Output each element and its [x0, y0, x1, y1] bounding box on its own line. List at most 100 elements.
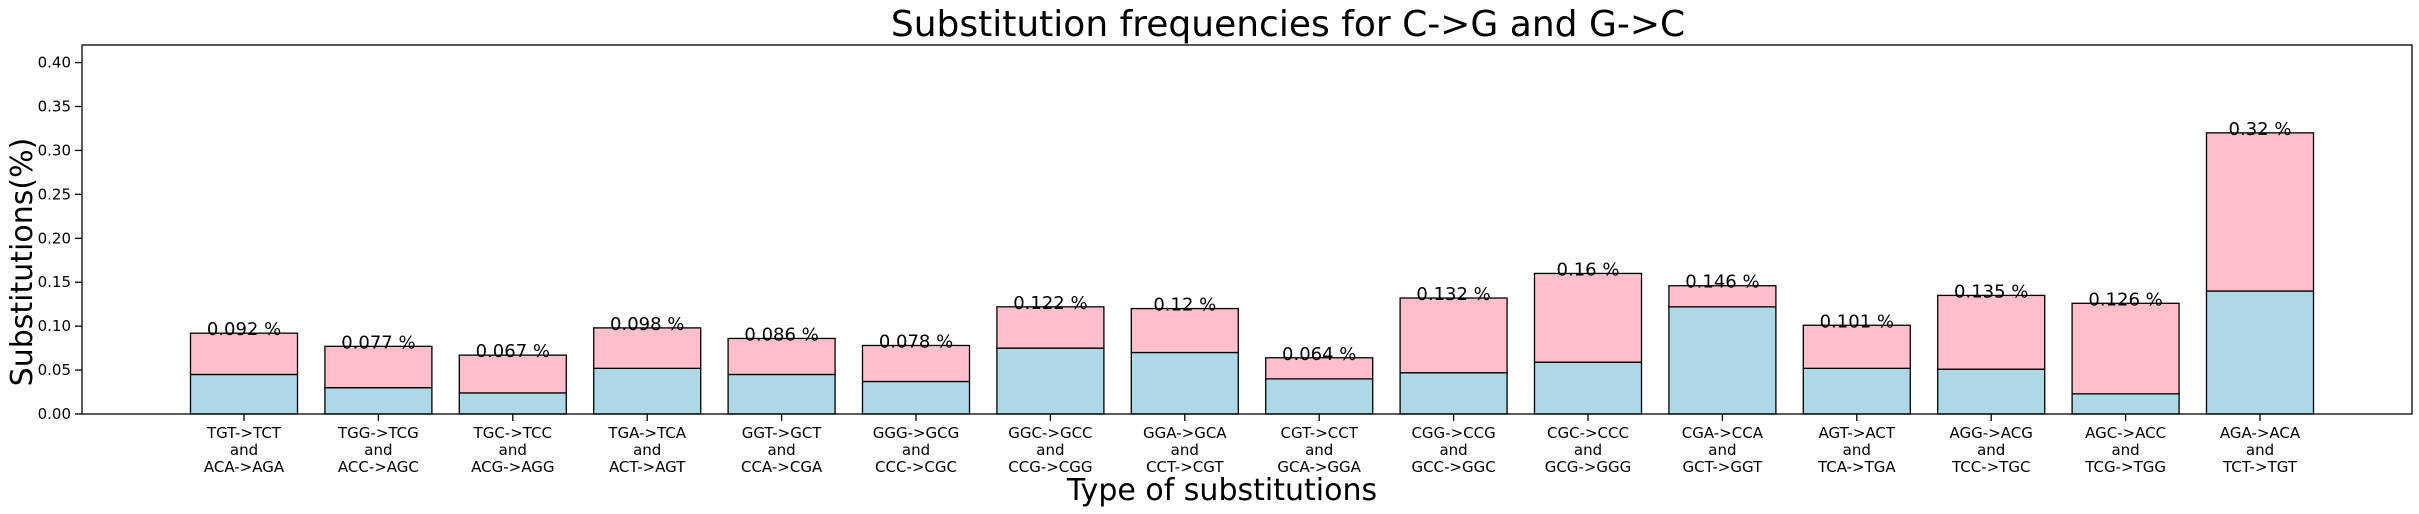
data-label: 0.146 %	[1685, 272, 1759, 293]
data-label: 0.077 %	[341, 332, 415, 353]
x-tick-label: CGA->CCA	[1682, 424, 1764, 442]
x-tick-label: AGC->ACC	[2085, 424, 2166, 442]
x-tick-label: GGT->GCT	[742, 424, 823, 442]
x-tick-label: GCA->GGA	[1277, 458, 1361, 476]
y-axis-title: Substitutions(%)	[5, 138, 40, 387]
y-tick-label: 0.30	[38, 141, 71, 159]
x-tick-label: CGC->CCC	[1547, 424, 1629, 442]
data-label: 0.078 %	[879, 331, 953, 352]
data-label: 0.135 %	[1954, 281, 2028, 302]
x-tick-label: AGA->ACA	[2220, 424, 2301, 442]
plot-frame	[81, 44, 2413, 415]
bar-segment-lower	[324, 386, 433, 415]
bar-segment-upper	[2205, 132, 2315, 292]
x-tick-label: GCT->GGT	[1683, 458, 1764, 476]
x-tick-label: and	[1977, 441, 2005, 459]
bar-segment-lower	[1668, 306, 1777, 415]
data-label: 0.122 %	[1013, 293, 1087, 314]
data-label: 0.132 %	[1416, 284, 1490, 305]
bar-segment-upper	[1533, 272, 1643, 363]
bar-segment-upper	[1937, 294, 2046, 370]
data-label: 0.12 %	[1153, 295, 1216, 316]
bar-segment-upper	[996, 306, 1105, 349]
x-tick-label: and	[1171, 441, 1199, 459]
x-tick-label: and	[2246, 441, 2274, 459]
x-tick-label: AGT->ACT	[1819, 424, 1896, 442]
bar-segment-upper	[324, 345, 433, 389]
x-tick-label: TCT->TGT	[2222, 458, 2298, 476]
bar-segment-lower	[2205, 290, 2315, 415]
x-tick-label: TCG->TGG	[2084, 458, 2166, 476]
x-tick-label: TGG->TCG	[337, 424, 419, 442]
x-tick-label: and	[1574, 441, 1602, 459]
x-tick-label: GGC->GCC	[1008, 424, 1092, 442]
y-tick-label: 0.00	[38, 405, 71, 423]
bar-segment-upper	[1802, 324, 1911, 369]
bar-segment-lower	[458, 392, 567, 415]
data-label: 0.101 %	[1820, 311, 1894, 332]
x-tick-label: and	[2111, 441, 2139, 459]
data-label: 0.067 %	[476, 341, 550, 362]
bar-segment-upper	[1130, 307, 1239, 354]
y-tick-label: 0.15	[38, 273, 71, 291]
x-tick-label: CGT->CCT	[1280, 424, 1358, 442]
x-tick-label: TGT->TCT	[206, 424, 282, 442]
x-tick-label: and	[1305, 441, 1333, 459]
data-label: 0.098 %	[610, 314, 684, 335]
x-tick-label: ACG->AGG	[471, 458, 554, 476]
x-tick-label: and	[364, 441, 392, 459]
x-axis-title: Type of substitutions	[1066, 473, 1377, 508]
x-tick-label: and	[1708, 441, 1736, 459]
x-tick-label: and	[1439, 441, 1467, 459]
x-tick-label: CCA->CGA	[741, 458, 823, 476]
bar-segment-lower	[1265, 378, 1374, 415]
data-label: 0.16 %	[1557, 259, 1620, 280]
x-tick-label: TCA->TGA	[1817, 458, 1896, 476]
x-tick-label: and	[1036, 441, 1064, 459]
bar-segment-lower	[189, 373, 299, 415]
x-tick-label: TGA->TCA	[607, 424, 686, 442]
x-tick-label: and	[902, 441, 930, 459]
x-tick-label: and	[767, 441, 795, 459]
bar-segment-lower	[1802, 367, 1911, 415]
x-tick-label: CCG->CGG	[1008, 458, 1092, 476]
y-tick-label: 0.25	[38, 185, 71, 203]
y-tick-label: 0.40	[38, 54, 71, 72]
bar-segment-lower	[2071, 393, 2180, 415]
data-label: 0.126 %	[2088, 289, 2162, 310]
chart-title: Substitution frequencies for C->G and G-…	[891, 4, 1685, 45]
bar-segment-upper	[1399, 297, 1508, 374]
bar-segment-lower	[593, 367, 702, 415]
x-tick-label: ACT->AGT	[609, 458, 686, 476]
bar-segment-lower	[1937, 368, 2046, 415]
bar-segment-upper	[189, 332, 299, 376]
bar-segment-upper	[727, 337, 836, 376]
bar-segment-lower	[727, 373, 836, 415]
y-tick-label: 0.35	[38, 98, 71, 116]
x-tick-label: GCG->GGG	[1545, 458, 1632, 476]
bar-segment-lower	[1130, 351, 1239, 415]
x-tick-label: and	[1843, 441, 1871, 459]
y-tick-label: 0.05	[38, 361, 71, 379]
data-label: 0.064 %	[1282, 344, 1356, 365]
x-tick-label: CCT->CGT	[1146, 458, 1224, 476]
bar-segment-lower	[996, 347, 1105, 415]
y-tick-label: 0.10	[38, 317, 71, 335]
bar-segment-lower	[1533, 361, 1643, 415]
x-tick-label: and	[633, 441, 661, 459]
bar-segment-lower	[1399, 372, 1508, 415]
bar-segment-lower	[861, 380, 971, 415]
x-tick-label: ACC->AGC	[338, 458, 419, 476]
bar-segment-upper	[1265, 357, 1374, 380]
bar-segment-upper	[593, 327, 702, 369]
x-tick-label: AGG->ACG	[1950, 424, 2033, 442]
x-tick-label: CCC->CGC	[875, 458, 957, 476]
bar-segment-upper	[458, 354, 567, 394]
data-label: 0.086 %	[744, 324, 818, 345]
data-label: 0.32 %	[2229, 119, 2292, 140]
data-label: 0.092 %	[207, 319, 281, 340]
x-tick-label: TGC->TCC	[473, 424, 552, 442]
x-tick-label: GGA->GCA	[1143, 424, 1227, 442]
x-tick-label: CGG->CCG	[1411, 424, 1495, 442]
x-tick-label: GGG->GCG	[873, 424, 960, 442]
